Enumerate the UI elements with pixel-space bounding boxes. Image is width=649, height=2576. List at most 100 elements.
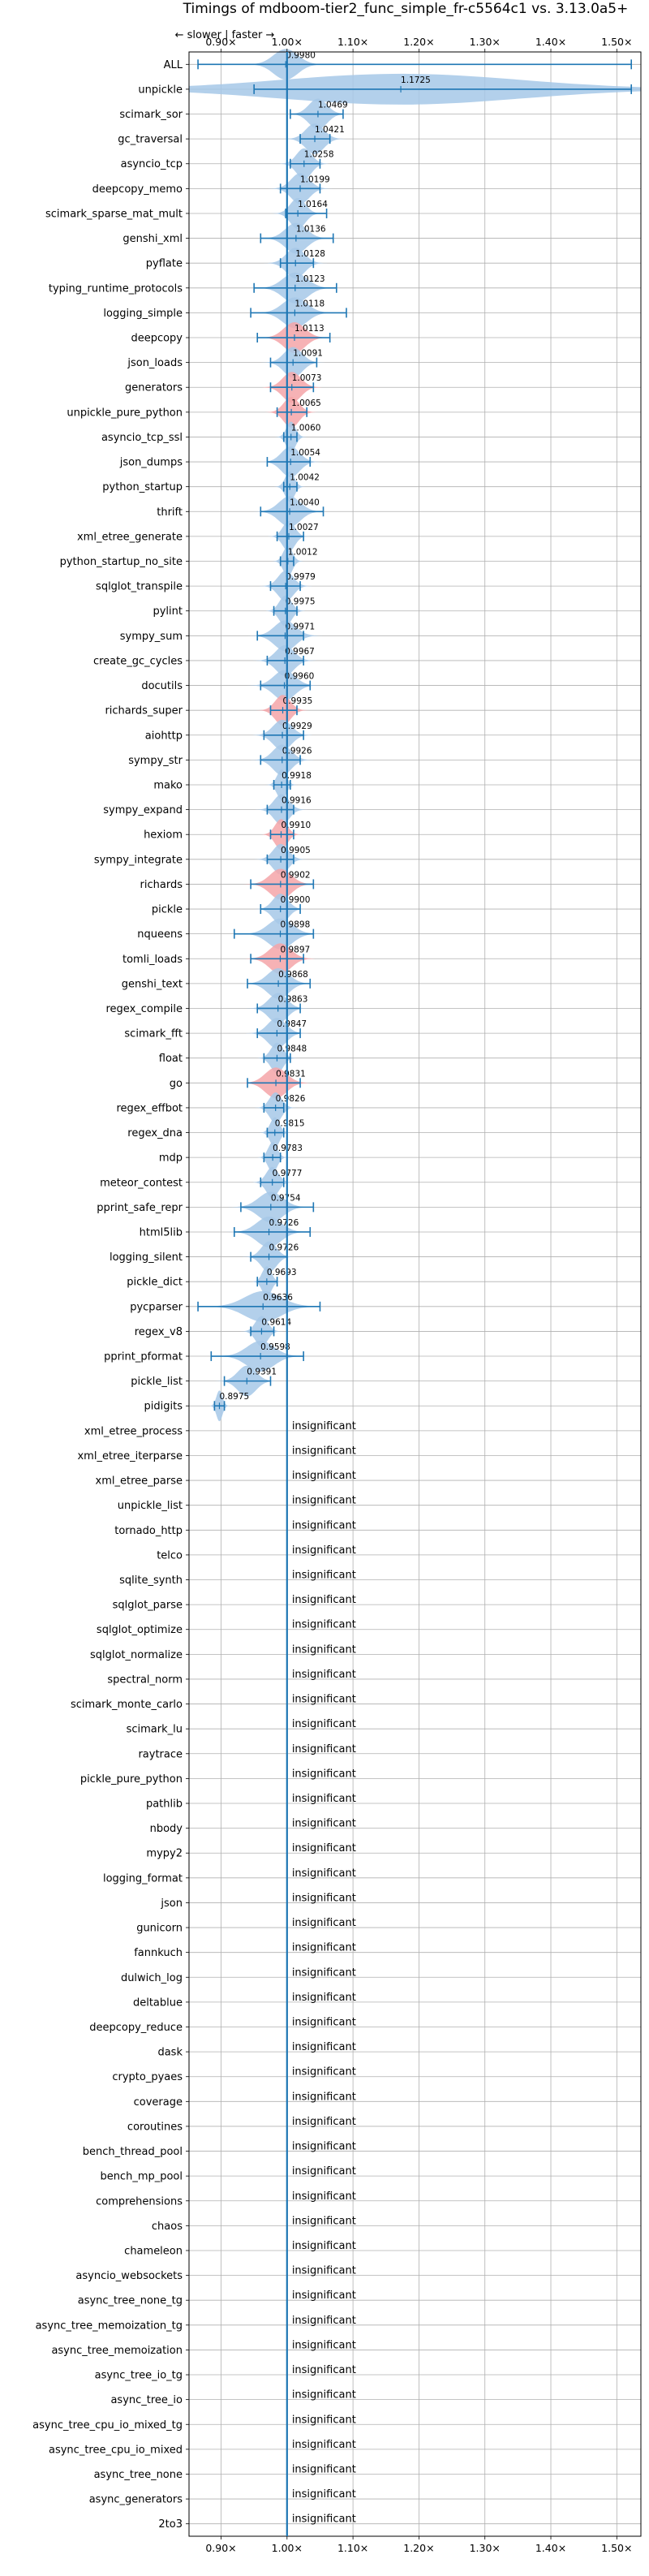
category-label: sqlglot_parse <box>113 1600 183 1612</box>
insignificant-label: insignificant <box>292 1892 356 1904</box>
category-label: pycparser <box>130 1301 183 1313</box>
data-label: 0.9900 <box>281 895 311 905</box>
category-label: nqueens <box>137 928 183 941</box>
category-label: python_startup <box>102 481 183 493</box>
category-label: pyflate <box>146 258 183 270</box>
category-label: crypto_pyaes <box>112 2071 183 2083</box>
category-label: async_tree_io <box>110 2394 183 2406</box>
category-label: richards_super <box>105 705 183 717</box>
insignificant-label: insignificant <box>292 1495 356 1507</box>
insignificant-label: insignificant <box>292 1669 356 1681</box>
insignificant-label: insignificant <box>292 2016 356 2028</box>
x-tick-label-top: 1.30× <box>470 36 501 48</box>
data-label: 1.0164 <box>298 200 328 209</box>
category-label: dulwich_log <box>121 1972 183 1984</box>
category-label: async_tree_none_tg <box>78 2295 183 2307</box>
axis-layer: ALL unpickle scimark_sor gc_traversalasynci… <box>32 36 642 2554</box>
insignificant-label: insignificant <box>292 2439 356 2451</box>
category-label: xml_etree_iterparse <box>77 1450 183 1462</box>
data-label: 0.9754 <box>271 1193 301 1203</box>
category-label: fannkuch <box>134 1947 183 1959</box>
data-label: 0.9815 <box>275 1119 305 1129</box>
data-label: 0.9897 <box>280 945 310 954</box>
category-label: genshi_text <box>122 978 183 990</box>
insignificant-label: insignificant <box>292 2240 356 2252</box>
category-label: pickle <box>152 904 183 916</box>
violin-layer <box>189 49 641 1422</box>
category-label: sympy_sum <box>120 631 183 643</box>
insignificant-label: insignificant <box>292 1694 356 1706</box>
category-label: json_loads <box>127 357 183 369</box>
category-label: async_tree_io_tg <box>95 2370 183 2382</box>
x-tick-label-top: 1.10× <box>337 36 368 48</box>
category-label: sympy_expand <box>103 804 183 816</box>
category-label: scimark_fft <box>124 1028 183 1040</box>
x-tick-label-bottom: 1.10× <box>337 2542 368 2554</box>
category-label: pickle_dict <box>127 1277 183 1289</box>
category-label: typing_runtime_protocols <box>49 282 183 295</box>
x-tick-label-top: 0.90× <box>205 36 236 48</box>
insignificant-label: insignificant <box>292 2414 356 2426</box>
data-label: 0.9726 <box>269 1243 299 1253</box>
data-label: 1.0042 <box>290 473 320 483</box>
category-label: bench_mp_pool <box>100 2171 183 2183</box>
category-label: pprint_safe_repr <box>97 1202 183 1214</box>
x-tick-label-top: 1.40× <box>535 36 566 48</box>
data-label: 0.9905 <box>281 846 311 855</box>
insignificant-label: insignificant <box>292 2463 356 2475</box>
data-label: 1.0054 <box>290 448 320 458</box>
category-label: gc_traversal <box>118 134 183 146</box>
insignificant-label: insignificant <box>292 1743 356 1755</box>
insignificant-label: insignificant <box>292 2265 356 2277</box>
data-label: 0.9614 <box>261 1317 291 1327</box>
label-layer: 0.9980 1.1725 1.0469 1.0421 1.0258 1.0199 1.01… <box>219 50 430 2525</box>
data-label: 0.9980 <box>286 50 316 60</box>
category-label: aiohttp <box>145 730 183 742</box>
category-label: telco <box>157 1549 183 1562</box>
data-label: 1.0073 <box>292 373 322 383</box>
data-label: 0.9598 <box>260 1342 290 1352</box>
x-tick-label-top: 1.00× <box>272 36 303 48</box>
x-tick-label-bottom: 1.50× <box>601 2542 632 2554</box>
category-label: float <box>159 1053 183 1065</box>
category-label: scimark_sparse_mat_mult <box>45 208 183 220</box>
category-label: logging_format <box>103 1872 183 1885</box>
insignificant-label: insignificant <box>292 2141 356 2153</box>
category-label: xml_etree_parse <box>96 1475 183 1488</box>
category-label: mako <box>153 779 183 791</box>
category-label: nbody <box>150 1823 183 1835</box>
category-label: scimark_monte_carlo <box>71 1699 183 1711</box>
data-label: 1.0040 <box>290 498 320 507</box>
insignificant-label: insignificant <box>292 1643 356 1656</box>
insignificant-label: insignificant <box>292 1942 356 1954</box>
data-label: 1.0421 <box>315 125 345 135</box>
data-label: 0.9916 <box>282 796 312 806</box>
category-label: sympy_str <box>128 755 183 767</box>
insignificant-label: insignificant <box>292 1420 356 1432</box>
category-label: async_tree_memoization <box>51 2345 183 2357</box>
category-label: json_dumps <box>119 457 183 469</box>
data-label: 1.0060 <box>291 423 321 433</box>
category-label: async_tree_none <box>94 2469 183 2481</box>
category-label: bench_thread_pool <box>83 2146 183 2158</box>
category-label: chaos <box>152 2221 183 2233</box>
category-label: asyncio_tcp_ssl <box>101 432 183 444</box>
data-label: 0.9391 <box>247 1368 277 1377</box>
data-label: 0.9926 <box>282 746 312 756</box>
category-label: xml_etree_process <box>84 1425 183 1437</box>
insignificant-label: insignificant <box>292 1570 356 1582</box>
category-label: spectral_norm <box>107 1674 183 1686</box>
insignificant-label: insignificant <box>292 1917 356 1929</box>
category-label: sqlglot_transpile <box>96 581 183 593</box>
data-label: 0.9826 <box>276 1094 306 1104</box>
data-label: 0.9935 <box>283 696 313 706</box>
category-label: regex_v8 <box>135 1326 183 1338</box>
data-label: 1.0123 <box>295 274 325 284</box>
insignificant-label: insignificant <box>292 1445 356 1457</box>
data-label: 1.1725 <box>401 75 431 85</box>
category-label: meteor_contest <box>100 1177 183 1189</box>
category-label: hexiom <box>144 829 183 842</box>
x-tick-label-bottom: 1.00× <box>272 2542 303 2554</box>
category-label: genshi_xml <box>122 233 183 245</box>
